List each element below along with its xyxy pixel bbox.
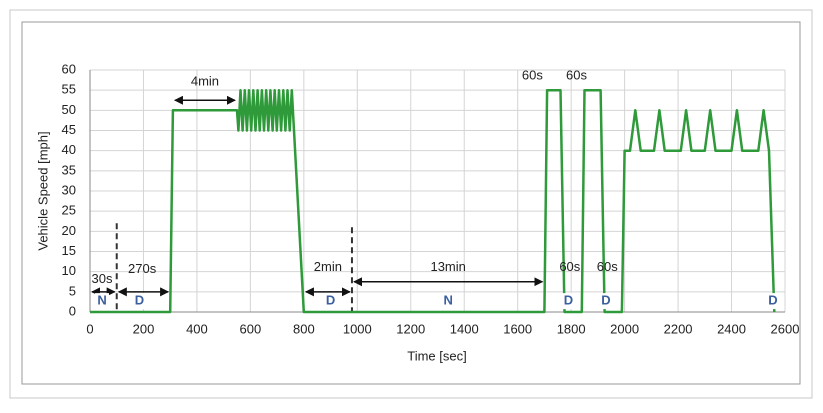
x-tick-label: 200 [133, 321, 155, 336]
label-box [765, 293, 780, 310]
annotation: 13min [430, 259, 465, 274]
y-tick-label: 60 [62, 61, 76, 76]
annotation: 4min [191, 74, 219, 89]
label-box [561, 293, 576, 310]
x-tick-label: 1800 [557, 321, 586, 336]
y-tick-label: 5 [69, 283, 76, 298]
y-tick-label: 50 [62, 102, 76, 117]
x-tick-label: 2000 [610, 321, 639, 336]
y-tick-label: 10 [62, 263, 76, 278]
label-box [132, 293, 147, 310]
speed-line [90, 88, 776, 314]
x-tick-label: 2600 [771, 321, 800, 336]
gear-label: D [326, 293, 335, 308]
x-tick-label: 1400 [450, 321, 479, 336]
x-axis-label: Time [sec] [407, 348, 466, 363]
gear-label: D [601, 293, 610, 308]
x-tick-label: 400 [186, 321, 208, 336]
y-tick-label: 55 [62, 82, 76, 97]
y-tick-label: 0 [69, 303, 76, 318]
gear-label: D [564, 293, 573, 308]
label-box [95, 293, 110, 310]
annotation: 2min [314, 259, 342, 274]
y-tick-label: 40 [62, 142, 76, 157]
x-tick-label: 1600 [503, 321, 532, 336]
gear-label: N [97, 293, 106, 308]
x-tick-label: 2200 [664, 321, 693, 336]
x-tick-label: 800 [293, 321, 315, 336]
x-tick-label: 1000 [343, 321, 372, 336]
label-box [323, 293, 338, 310]
x-tick-label: 0 [86, 321, 93, 336]
x-tick-label: 1200 [396, 321, 425, 336]
annotation: 270s [128, 261, 157, 276]
y-tick-label: 35 [62, 162, 76, 177]
gear-label: N [443, 293, 452, 308]
y-tick-label: 20 [62, 223, 76, 238]
y-tick-label: 15 [62, 243, 76, 258]
label-box [441, 293, 456, 310]
annotation: 60s [566, 67, 587, 82]
x-tick-label: 2400 [717, 321, 746, 336]
label-box [598, 293, 613, 310]
annotation: 60s [597, 259, 618, 274]
y-tick-label: 30 [62, 182, 76, 197]
x-tick-label: 600 [240, 321, 262, 336]
gear-label: D [135, 293, 144, 308]
annotation: 60s [559, 259, 580, 274]
gear-label: D [768, 293, 777, 308]
y-axis-label: Vehicle Speed [mph] [35, 131, 50, 250]
y-tick-label: 25 [62, 203, 76, 218]
annotation: 60s [522, 67, 543, 82]
annotation: 30s [92, 271, 113, 286]
y-tick-label: 45 [62, 122, 76, 137]
